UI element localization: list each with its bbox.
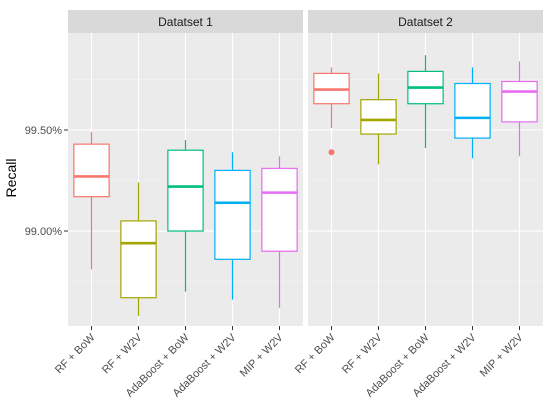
x-tick-label: RF + BoW [53, 331, 98, 376]
y-axis-title: Recall [3, 159, 19, 198]
box-iqr [360, 99, 397, 135]
box-1 [313, 67, 350, 156]
box-2 [360, 73, 397, 165]
box-4 [214, 152, 251, 300]
axis-layer: 99.00% 99.50% [25, 125, 68, 238]
facet-strip-label: Datatset 1 [158, 15, 213, 29]
facet-strip [308, 10, 543, 33]
y-tick-label: 99.00% [25, 226, 63, 238]
y-tick-label: 99.50% [25, 125, 63, 137]
box-1 [73, 132, 110, 270]
box-3 [407, 55, 444, 149]
box-iqr [501, 80, 538, 123]
box-5 [261, 156, 298, 308]
box-3 [167, 140, 204, 292]
box-iqr [73, 143, 110, 198]
box-5 [501, 61, 538, 157]
box-iqr [120, 220, 157, 299]
facet-strip [68, 10, 303, 33]
box-2 [120, 182, 157, 316]
facet-strip-label: Datatset 2 [398, 15, 453, 29]
box-4 [454, 67, 491, 159]
x-tick-label: MIP + W2V [238, 331, 286, 379]
box-iqr [454, 82, 491, 139]
outlier-point [328, 149, 335, 156]
box-iqr [167, 149, 204, 232]
x-tick-label: RF + BoW [293, 331, 338, 376]
box-iqr [214, 169, 251, 260]
box-iqr [261, 167, 298, 252]
x-tick-label: RF + W2V [100, 331, 145, 376]
x-tick-label: MIP + W2V [478, 331, 526, 379]
x-tick-label: RF + W2V [340, 331, 385, 376]
